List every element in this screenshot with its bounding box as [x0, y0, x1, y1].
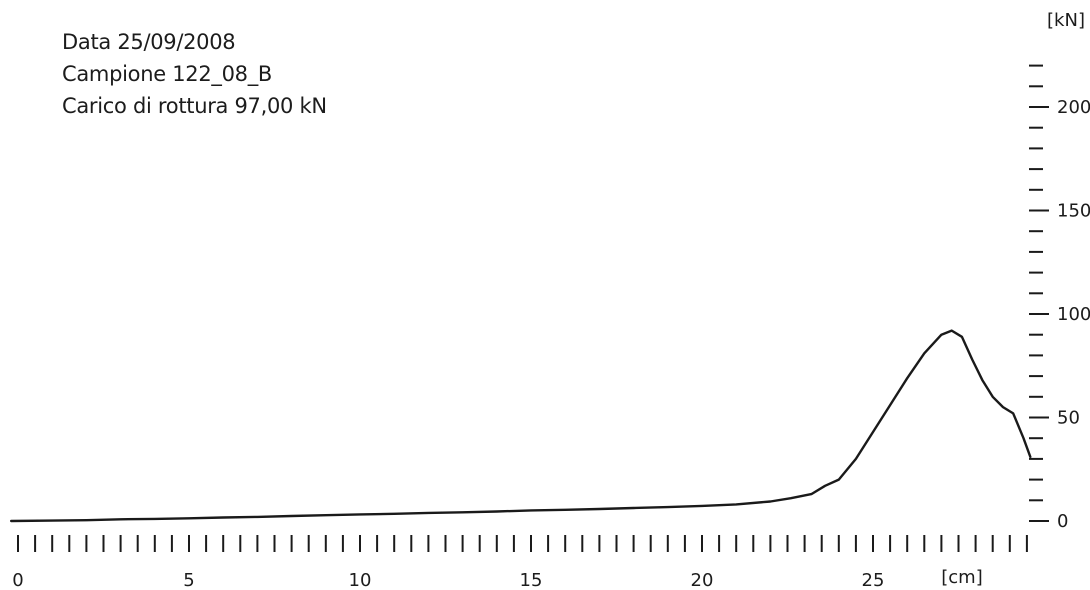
y-tick-label: 200: [1057, 97, 1090, 118]
y-unit-label: [kN]: [1047, 10, 1085, 31]
y-axis-ticks: [1029, 64, 1049, 522]
x-tick-label: 25: [862, 570, 885, 590]
x-axis-labels: 0 5 10 15 20 25: [12, 570, 884, 590]
series-line: [10, 329, 1032, 523]
y-tick-label: 150: [1057, 201, 1090, 222]
break-load: Carico di rottura 97,00 kN: [62, 94, 327, 118]
y-tick-label: 50: [1057, 408, 1080, 429]
y-axis-labels: 0 50 100 150 200: [1057, 97, 1090, 532]
sample-id: Campione 122_08_B: [62, 62, 273, 86]
x-unit-label: [cm]: [941, 567, 982, 588]
sample-info: Data 25/09/2008 Campione 122_08_B Carico…: [62, 26, 327, 122]
x-tick-label: 20: [691, 570, 714, 590]
x-tick-label: 10: [349, 570, 372, 590]
test-date: Data 25/09/2008: [62, 30, 236, 54]
x-tick-label: 0: [12, 570, 23, 590]
y-tick-label: 100: [1057, 304, 1090, 325]
x-tick-label: 5: [183, 570, 194, 590]
x-axis-ticks: [17, 535, 1028, 552]
y-tick-label: 0: [1057, 511, 1068, 532]
x-tick-label: 15: [520, 570, 543, 590]
